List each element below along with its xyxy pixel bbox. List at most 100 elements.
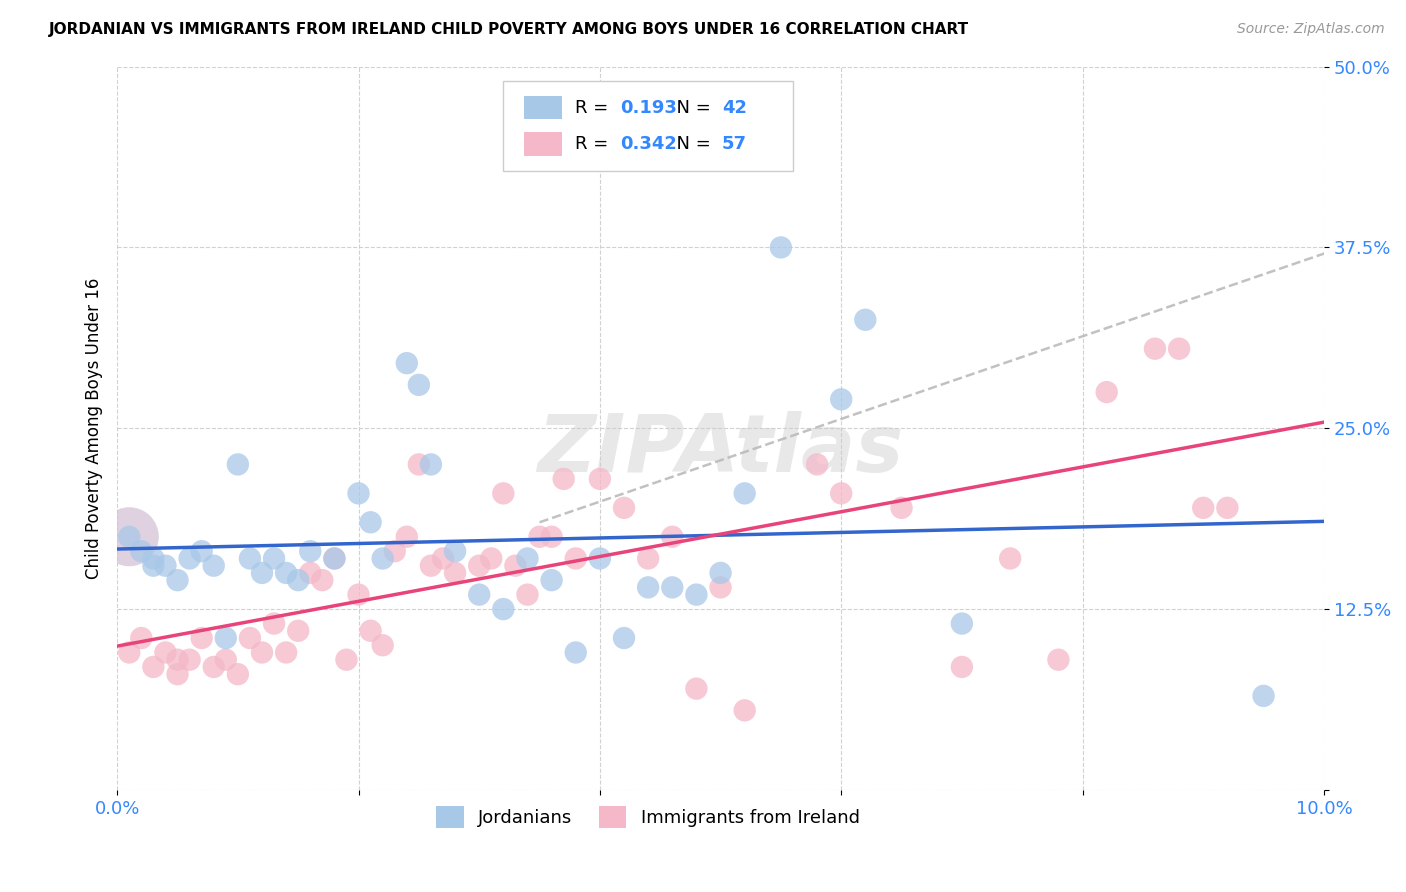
Point — [529, 530, 551, 544]
Point — [276, 566, 298, 580]
Point — [323, 551, 346, 566]
Point — [806, 458, 828, 472]
Point — [685, 681, 707, 696]
Text: 42: 42 — [721, 99, 747, 117]
Point — [360, 516, 382, 530]
Point — [830, 486, 852, 500]
Point — [479, 551, 502, 566]
Point — [131, 631, 153, 645]
Point — [853, 312, 876, 326]
Point — [179, 653, 201, 667]
Text: 0.193: 0.193 — [620, 99, 678, 117]
Point — [287, 624, 309, 638]
Point — [468, 558, 491, 573]
Point — [613, 500, 636, 515]
Point — [311, 573, 333, 587]
Point — [118, 530, 141, 544]
Point — [998, 551, 1021, 566]
Point — [564, 645, 586, 659]
Point — [540, 573, 562, 587]
Point — [226, 458, 249, 472]
Text: Source: ZipAtlas.com: Source: ZipAtlas.com — [1237, 22, 1385, 37]
Point — [371, 638, 394, 652]
Point — [769, 240, 792, 254]
FancyBboxPatch shape — [524, 132, 562, 155]
Point — [395, 530, 418, 544]
Point — [589, 551, 612, 566]
FancyBboxPatch shape — [524, 96, 562, 120]
Point — [709, 581, 731, 595]
FancyBboxPatch shape — [503, 81, 793, 171]
Point — [179, 551, 201, 566]
Point — [263, 616, 285, 631]
Point — [1253, 689, 1275, 703]
Point — [890, 500, 912, 515]
Point — [299, 544, 322, 558]
Point — [323, 551, 346, 566]
Point — [769, 139, 792, 153]
Text: JORDANIAN VS IMMIGRANTS FROM IRELAND CHILD POVERTY AMONG BOYS UNDER 16 CORRELATI: JORDANIAN VS IMMIGRANTS FROM IRELAND CHI… — [49, 22, 969, 37]
Point — [468, 588, 491, 602]
Point — [118, 530, 141, 544]
Point — [166, 653, 188, 667]
Text: 0.342: 0.342 — [620, 135, 678, 153]
Point — [540, 530, 562, 544]
Point — [131, 544, 153, 558]
Point — [444, 544, 467, 558]
Point — [384, 544, 406, 558]
Point — [347, 588, 370, 602]
Point — [202, 558, 225, 573]
Point — [432, 551, 454, 566]
Point — [1047, 653, 1070, 667]
Point — [613, 631, 636, 645]
Point — [492, 602, 515, 616]
Point — [118, 530, 141, 544]
Point — [360, 624, 382, 638]
Point — [250, 645, 273, 659]
Point — [118, 645, 141, 659]
Point — [239, 631, 262, 645]
Point — [661, 530, 683, 544]
Point — [830, 392, 852, 407]
Point — [408, 458, 430, 472]
Point — [190, 544, 212, 558]
Point — [335, 653, 357, 667]
Point — [1168, 342, 1191, 356]
Point — [155, 645, 177, 659]
Legend: Jordanians, Immigrants from Ireland: Jordanians, Immigrants from Ireland — [429, 798, 868, 835]
Point — [516, 551, 538, 566]
Point — [299, 566, 322, 580]
Point — [276, 645, 298, 659]
Point — [166, 573, 188, 587]
Point — [1143, 342, 1166, 356]
Point — [142, 558, 165, 573]
Point — [250, 566, 273, 580]
Point — [505, 558, 527, 573]
Point — [190, 631, 212, 645]
Point — [950, 660, 973, 674]
Text: N =: N = — [665, 99, 717, 117]
Point — [408, 377, 430, 392]
Point — [202, 660, 225, 674]
Point — [419, 558, 441, 573]
Point — [1095, 385, 1118, 400]
Point — [226, 667, 249, 681]
Point — [155, 558, 177, 573]
Point — [1216, 500, 1239, 515]
Point — [166, 667, 188, 681]
Point — [709, 566, 731, 580]
Text: N =: N = — [665, 135, 717, 153]
Point — [263, 551, 285, 566]
Point — [239, 551, 262, 566]
Point — [516, 588, 538, 602]
Y-axis label: Child Poverty Among Boys Under 16: Child Poverty Among Boys Under 16 — [86, 277, 103, 579]
Point — [142, 660, 165, 674]
Text: R =: R = — [575, 99, 613, 117]
Text: 57: 57 — [721, 135, 747, 153]
Text: R =: R = — [575, 135, 613, 153]
Point — [215, 631, 238, 645]
Point — [215, 653, 238, 667]
Point — [444, 566, 467, 580]
Point — [734, 703, 756, 717]
Point — [637, 581, 659, 595]
